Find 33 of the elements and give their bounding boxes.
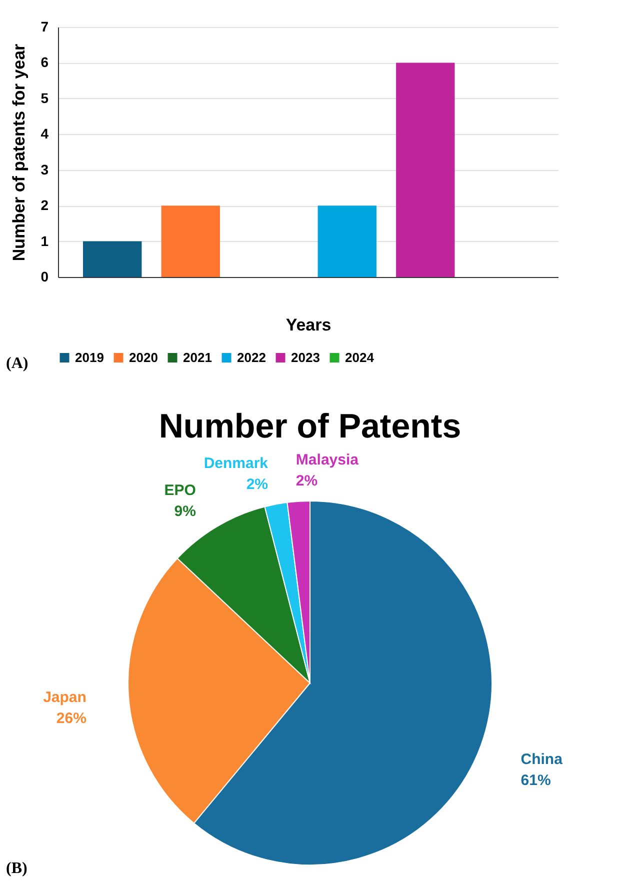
legend-label: 2020	[129, 350, 158, 365]
bar	[396, 62, 455, 277]
data-label: 2%	[296, 472, 318, 490]
text: (B)	[6, 860, 28, 878]
legend-label: 2021	[183, 350, 212, 365]
legend-label: 2022	[237, 350, 266, 365]
data-label: 26%	[56, 710, 86, 728]
text: (A)	[6, 355, 28, 373]
y-tick-label: 2	[40, 197, 49, 214]
y-axis-title: Number of patents for year	[10, 43, 29, 262]
slice-label: Denmark	[204, 454, 269, 472]
chart-title: Number of Patents	[158, 407, 462, 446]
slice-label: EPO	[164, 482, 196, 500]
y-tick-label: 7	[40, 18, 49, 34]
bar	[161, 206, 220, 277]
data-label: 2%	[246, 476, 268, 493]
data-label: 61%	[520, 772, 551, 789]
slice-label: Malaysia	[296, 451, 360, 468]
data-label: 9%	[174, 503, 196, 520]
legend-label: 2024	[345, 350, 375, 365]
y-tick-label: 3	[40, 161, 49, 178]
y-tick-label: 6	[40, 54, 49, 70]
y-tick-label: 1	[40, 232, 49, 249]
slice-label: Japan	[43, 689, 86, 706]
y-tick-label: 0	[40, 268, 49, 284]
bar	[318, 206, 376, 277]
bar	[83, 241, 142, 277]
slice-label: China	[520, 750, 564, 768]
legend-label: 2023	[291, 350, 320, 365]
legend-label: 2019	[75, 350, 104, 365]
x-axis-title: Years	[286, 316, 332, 334]
y-tick-label: 5	[40, 90, 49, 106]
y-tick-label: 4	[40, 126, 49, 142]
